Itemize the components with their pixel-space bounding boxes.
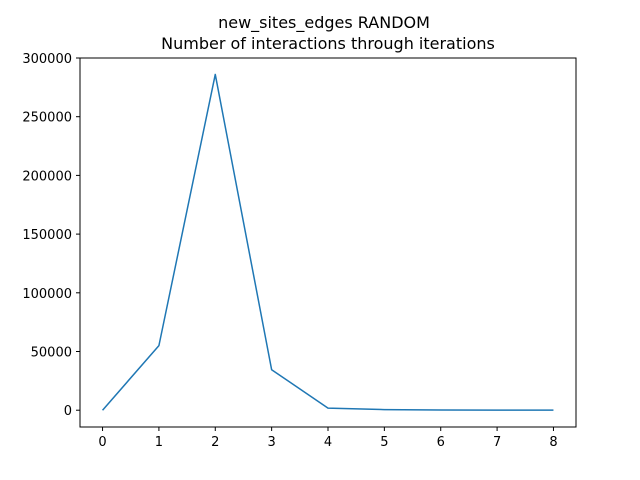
x-tick-label: 1 — [155, 435, 163, 450]
x-tick-label: 3 — [267, 435, 275, 450]
chart-title-line-2: Number of interactions through iteration… — [161, 34, 495, 53]
x-tick-label: 4 — [324, 435, 332, 450]
x-tick-label: 6 — [437, 435, 445, 450]
y-tick-label: 200000 — [22, 169, 72, 184]
series-group — [101, 73, 554, 411]
x-tick-label: 5 — [380, 435, 388, 450]
chart-title-line-1: new_sites_edges RANDOM — [218, 13, 430, 33]
x-axis-ticks: 0 1 2 3 4 5 6 7 8 — [98, 427, 558, 450]
y-tick-label: 250000 — [22, 111, 72, 126]
x-tick-label: 7 — [493, 435, 501, 450]
y-axis-ticks: 0 50000 100000 150000 200000 250000 300000 — [22, 52, 80, 419]
y-tick-label: 100000 — [22, 287, 72, 302]
x-tick-label: 0 — [98, 435, 106, 450]
y-tick-label: 50000 — [31, 346, 72, 361]
y-tick-label: 300000 — [22, 52, 72, 67]
y-tick-label: 150000 — [22, 228, 72, 243]
x-tick-label: 2 — [211, 435, 219, 450]
plot-frame — [79, 57, 577, 428]
y-tick-label: 0 — [64, 404, 72, 419]
x-tick-label: 8 — [549, 435, 557, 450]
series-line — [101, 73, 554, 411]
